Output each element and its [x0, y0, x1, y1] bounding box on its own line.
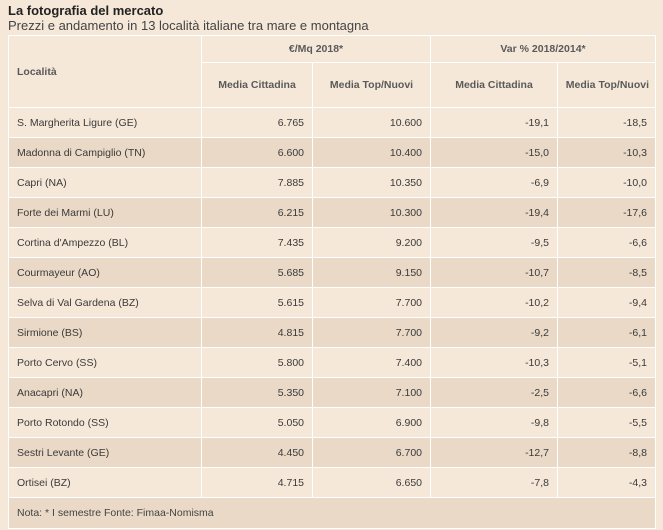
price-city-avg-cell: 7.885: [201, 167, 313, 198]
price-city-avg-cell: 5.800: [201, 347, 313, 378]
location-column-header: Località: [8, 35, 202, 108]
var-top-new-cell: -8,8: [557, 437, 656, 468]
price-top-new-cell: 7.100: [312, 377, 431, 408]
table-note: Nota: * I semestre Fonte: Fimaa-Nomisma: [8, 497, 656, 529]
price-city-avg-cell: 5.050: [201, 407, 313, 438]
table-row: Courmayeur (AO) 5.685 9.150 -10,7 -8,5: [8, 257, 656, 288]
var-top-new-cell: -8,5: [557, 257, 656, 288]
location-name-cell: Sestri Levante (GE): [8, 437, 202, 468]
page-title: La fotografia del mercato: [8, 3, 164, 18]
table-row: Sestri Levante (GE) 4.450 6.700 -12,7 -8,8: [8, 437, 656, 468]
price-top-new-cell: 7.400: [312, 347, 431, 378]
var-top-new-cell: -9,4: [557, 287, 656, 318]
var-top-new-cell: -10,0: [557, 167, 656, 198]
price-top-new-cell: 10.400: [312, 137, 431, 168]
var-top-new-cell: -5,5: [557, 407, 656, 438]
var-city-avg-cell: -6,9: [430, 167, 558, 198]
price-city-avg-cell: 7.435: [201, 227, 313, 258]
var-city-avg-cell: -19,1: [430, 107, 558, 138]
price-top-new-cell: 10.600: [312, 107, 431, 138]
price-city-avg-cell: 4.450: [201, 437, 313, 468]
price-city-avg-cell: 5.350: [201, 377, 313, 408]
var-top-new-cell: -17,6: [557, 197, 656, 228]
location-name-cell: Capri (NA): [8, 167, 202, 198]
price-city-avg-cell: 4.815: [201, 317, 313, 348]
var-top-new-cell: -10,3: [557, 137, 656, 168]
var-top-new-header: Media Top/Nuovi: [557, 62, 656, 108]
table-row: Madonna di Campiglio (TN) 6.600 10.400 -15,…: [8, 137, 656, 168]
location-name-cell: Ortisei (BZ): [8, 467, 202, 498]
var-city-avg-cell: -10,7: [430, 257, 558, 288]
table-row: Anacapri (NA) 5.350 7.100 -2,5 -6,6: [8, 377, 656, 408]
table-row: Selva di Val Gardena (BZ) 5.615 7.700 -10,2…: [8, 287, 656, 318]
location-name-cell: Sirmione (BS): [8, 317, 202, 348]
price-city-avg-cell: 6.765: [201, 107, 313, 138]
table-row: Capri (NA) 7.885 10.350 -6,9 -10,0: [8, 167, 656, 198]
var-city-avg-cell: -10,2: [430, 287, 558, 318]
var-top-new-cell: -4,3: [557, 467, 656, 498]
price-city-avg-cell: 6.215: [201, 197, 313, 228]
price-top-new-cell: 9.200: [312, 227, 431, 258]
var-city-avg-cell: -10,3: [430, 347, 558, 378]
price-city-avg-cell: 5.685: [201, 257, 313, 288]
price-top-new-header: Media Top/Nuovi: [312, 62, 431, 108]
price-group-header: €/Mq 2018*: [201, 35, 431, 63]
table-row: Porto Cervo (SS) 5.800 7.400 -10,3 -5,1: [8, 347, 656, 378]
var-city-avg-cell: -12,7: [430, 437, 558, 468]
var-top-new-cell: -6,1: [557, 317, 656, 348]
table-row: Sirmione (BS) 4.815 7.700 -9,2 -6,1: [8, 317, 656, 348]
location-name-cell: Anacapri (NA): [8, 377, 202, 408]
price-top-new-cell: 6.700: [312, 437, 431, 468]
location-name-cell: Porto Rotondo (SS): [8, 407, 202, 438]
location-name-cell: S. Margherita Ligure (GE): [8, 107, 202, 138]
location-name-cell: Madonna di Campiglio (TN): [8, 137, 202, 168]
var-top-new-cell: -5,1: [557, 347, 656, 378]
table-body: S. Margherita Ligure (GE) 6.765 10.600 -19,…: [8, 107, 656, 498]
price-top-new-cell: 6.650: [312, 467, 431, 498]
var-city-avg-header: Media Cittadina: [430, 62, 558, 108]
var-top-new-cell: -6,6: [557, 227, 656, 258]
location-name-cell: Forte dei Marmi (LU): [8, 197, 202, 228]
location-name-cell: Selva di Val Gardena (BZ): [8, 287, 202, 318]
market-table: Località €/Mq 2018* Var % 2018/2014* Med…: [8, 35, 656, 529]
var-city-avg-cell: -19,4: [430, 197, 558, 228]
location-name-cell: Cortina d'Ampezzo (BL): [8, 227, 202, 258]
price-city-avg-header: Media Cittadina: [201, 62, 313, 108]
table-row: Forte dei Marmi (LU) 6.215 10.300 -19,4 -17,…: [8, 197, 656, 228]
table-row: Cortina d'Ampezzo (BL) 7.435 9.200 -9,5 -6,6: [8, 227, 656, 258]
price-top-new-cell: 6.900: [312, 407, 431, 438]
var-city-avg-cell: -15,0: [430, 137, 558, 168]
var-city-avg-cell: -9,5: [430, 227, 558, 258]
table-row: S. Margherita Ligure (GE) 6.765 10.600 -19,…: [8, 107, 656, 138]
price-top-new-cell: 9.150: [312, 257, 431, 288]
var-top-new-cell: -6,6: [557, 377, 656, 408]
price-city-avg-cell: 4.715: [201, 467, 313, 498]
var-city-avg-cell: -9,2: [430, 317, 558, 348]
price-top-new-cell: 10.300: [312, 197, 431, 228]
var-city-avg-cell: -2,5: [430, 377, 558, 408]
var-city-avg-cell: -7,8: [430, 467, 558, 498]
price-top-new-cell: 7.700: [312, 317, 431, 348]
variation-group-header: Var % 2018/2014*: [430, 35, 656, 63]
location-name-cell: Porto Cervo (SS): [8, 347, 202, 378]
price-top-new-cell: 10.350: [312, 167, 431, 198]
price-city-avg-cell: 6.600: [201, 137, 313, 168]
price-top-new-cell: 7.700: [312, 287, 431, 318]
price-city-avg-cell: 5.615: [201, 287, 313, 318]
var-top-new-cell: -18,5: [557, 107, 656, 138]
page-subtitle: Prezzi e andamento in 13 località italia…: [8, 18, 369, 33]
table-row: Ortisei (BZ) 4.715 6.650 -7,8 -4,3: [8, 467, 656, 498]
table-row: Porto Rotondo (SS) 5.050 6.900 -9,8 -5,5: [8, 407, 656, 438]
location-name-cell: Courmayeur (AO): [8, 257, 202, 288]
var-city-avg-cell: -9,8: [430, 407, 558, 438]
